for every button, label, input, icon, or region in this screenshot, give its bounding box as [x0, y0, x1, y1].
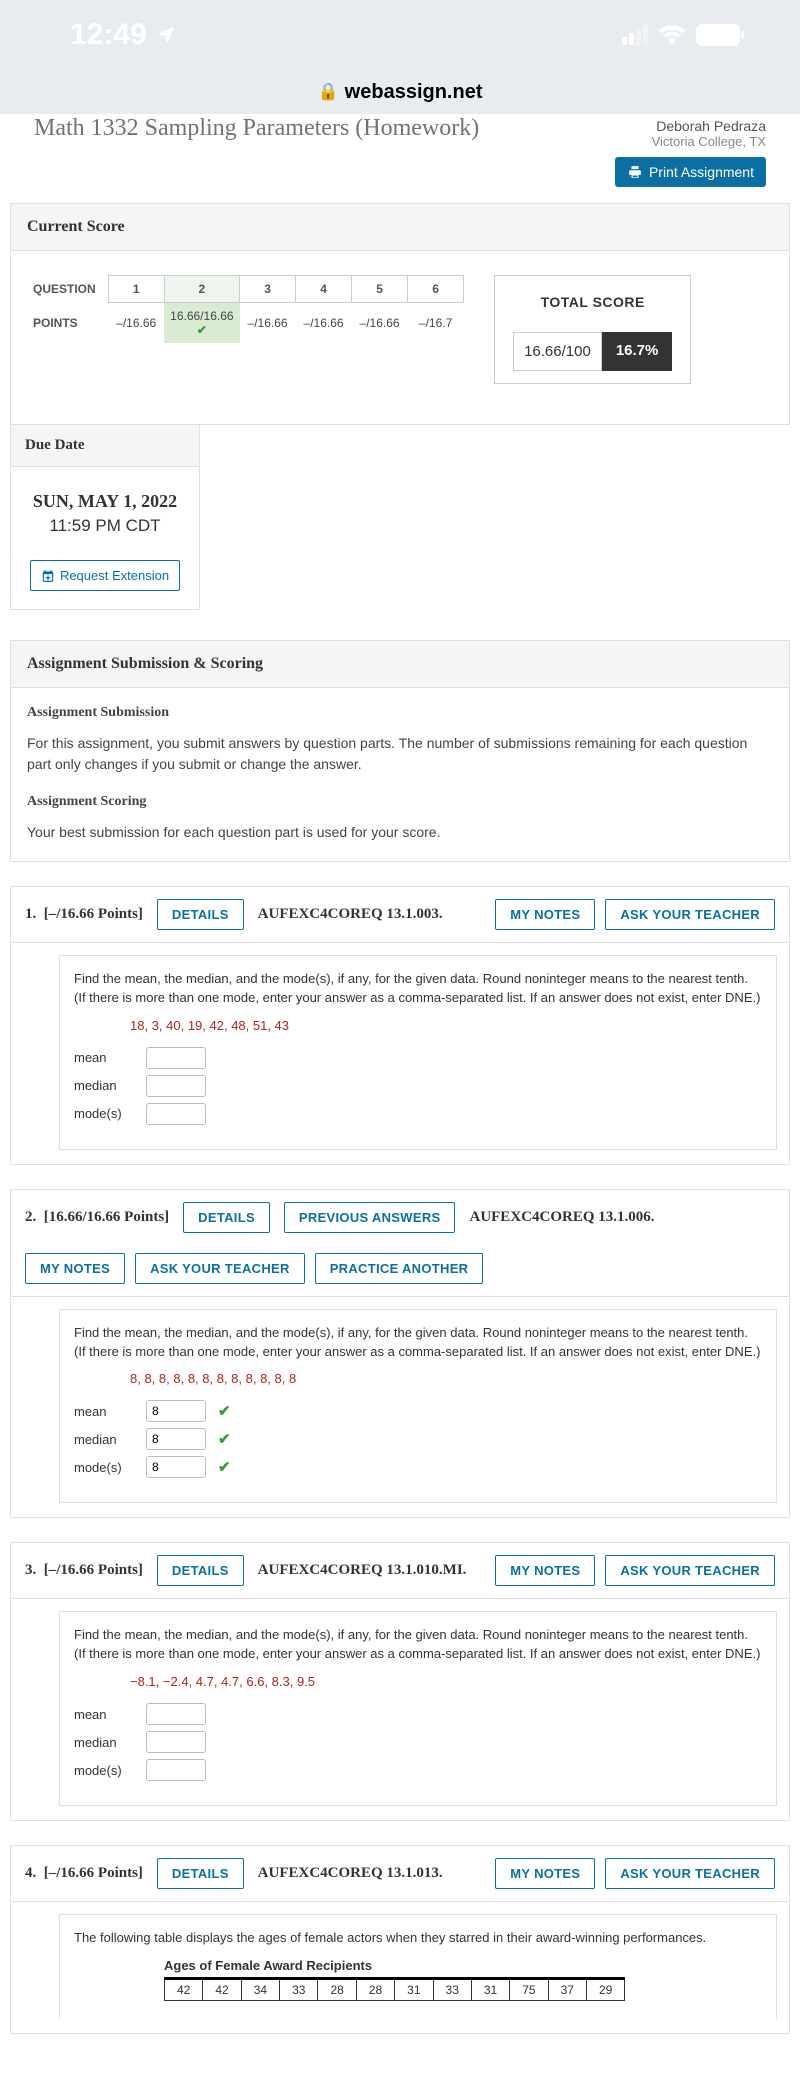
question-tab-1[interactable]: 1: [108, 276, 164, 303]
q2-data: 8, 8, 8, 8, 8, 8, 8, 8, 8, 8, 8, 8: [130, 1371, 762, 1386]
q3-mean-input[interactable]: [146, 1703, 206, 1725]
request-extension-button[interactable]: Request Extension: [30, 560, 180, 591]
print-assignment-button[interactable]: Print Assignment: [615, 157, 766, 187]
question-2: 2. [16.66/16.66 Points] DETAILS PREVIOUS…: [10, 1189, 790, 1519]
q1-details-button[interactable]: DETAILS: [157, 899, 244, 930]
q2-practice-button[interactable]: PRACTICE ANOTHER: [315, 1253, 484, 1284]
q1-data: 18, 3, 40, 19, 42, 48, 51, 43: [130, 1018, 762, 1033]
check-icon: ✔: [218, 1430, 231, 1448]
q3-median-input[interactable]: [146, 1731, 206, 1753]
q2-mean-input[interactable]: [146, 1400, 206, 1422]
question-tab-4[interactable]: 4: [296, 276, 352, 303]
wifi-icon: [658, 25, 686, 45]
question-1: 1. [–/16.66 Points] DETAILS AUFEXC4COREQ…: [10, 886, 790, 1165]
question-3: 3. [–/16.66 Points] DETAILS AUFEXC4COREQ…: [10, 1542, 790, 1821]
current-score-title: Current Score: [11, 204, 789, 251]
lock-icon: 🔒: [318, 82, 339, 102]
q1-notes-button[interactable]: MY NOTES: [495, 899, 595, 930]
q2-details-button[interactable]: DETAILS: [183, 1202, 270, 1233]
due-date: SUN, MAY 1, 2022: [25, 491, 185, 512]
scoring-p2: Your best submission for each question p…: [27, 822, 773, 843]
q2-modes-input[interactable]: [146, 1456, 206, 1478]
q3-notes-button[interactable]: MY NOTES: [495, 1555, 595, 1586]
question-tab-6[interactable]: 6: [408, 276, 464, 303]
status-icons: [622, 24, 740, 46]
battery-icon: [696, 24, 740, 46]
q3-ask-button[interactable]: ASK YOUR TEACHER: [605, 1555, 775, 1586]
q2-ask-button[interactable]: ASK YOUR TEACHER: [135, 1253, 305, 1284]
q4-ask-button[interactable]: ASK YOUR TEACHER: [605, 1858, 775, 1889]
user-info: Deborah Pedraza Victoria College, TX: [652, 118, 766, 149]
question-tab-2[interactable]: 2: [164, 276, 239, 303]
submission-panel: Assignment Submission & Scoring Assignme…: [10, 640, 790, 862]
q2-notes-button[interactable]: MY NOTES: [25, 1253, 125, 1284]
q1-mean-input[interactable]: [146, 1047, 206, 1069]
q4-reference: AUFEXC4COREQ 13.1.013.: [258, 1865, 443, 1882]
due-time: 11:59 PM CDT: [25, 516, 185, 536]
ios-status-bar: 12:49: [0, 0, 800, 70]
q4-details-button[interactable]: DETAILS: [157, 1858, 244, 1889]
q3-modes-input[interactable]: [146, 1759, 206, 1781]
location-icon: [155, 24, 177, 46]
total-percent: 16.7%: [602, 332, 673, 371]
q2-median-input[interactable]: [146, 1428, 206, 1450]
submission-p1: For this assignment, you submit answers …: [27, 733, 773, 775]
q4-age-table: 424234 332828 313331 753729: [164, 1977, 625, 2001]
q2-reference: AUFEXC4COREQ 13.1.006.: [469, 1209, 654, 1226]
submission-h1: Assignment Submission: [27, 702, 773, 723]
q4-instructions: The following table displays the ages of…: [74, 1929, 762, 1948]
scoring-h2: Assignment Scoring: [27, 791, 773, 812]
q4-table-title: Ages of Female Award Recipients: [164, 1958, 762, 1973]
q1-reference: AUFEXC4COREQ 13.1.003.: [258, 906, 443, 923]
q1-median-input[interactable]: [146, 1075, 206, 1097]
score-table: QUESTION 1 2 3 4 5 6 POINTS –/16.66 16.6…: [27, 275, 464, 343]
q3-instructions: Find the mean, the median, and the mode(…: [74, 1626, 762, 1664]
assignment-title: Math 1332 Sampling Parameters (Homework): [34, 115, 479, 142]
current-score-panel: Current Score QUESTION 1 2 3 4 5 6 POINT…: [10, 203, 790, 425]
total-score-box: TOTAL SCORE 16.66/100 16.7%: [494, 275, 691, 384]
browser-url-bar[interactable]: 🔒 webassign.net: [0, 70, 800, 114]
check-icon: ✔: [218, 1458, 231, 1476]
submission-title: Assignment Submission & Scoring: [11, 641, 789, 688]
signal-icon: [622, 25, 648, 45]
print-icon: [627, 165, 643, 179]
url-text: webassign.net: [345, 81, 483, 104]
due-date-panel: Due Date SUN, MAY 1, 2022 11:59 PM CDT R…: [10, 425, 200, 610]
q3-data: −8.1, −2.4, 4.7, 4.7, 6.6, 8.3, 9.5: [130, 1674, 762, 1689]
q3-details-button[interactable]: DETAILS: [157, 1555, 244, 1586]
question-4: 4. [–/16.66 Points] DETAILS AUFEXC4COREQ…: [10, 1845, 790, 2034]
calendar-plus-icon: [41, 569, 55, 583]
q1-instructions: Find the mean, the median, and the mode(…: [74, 970, 762, 1008]
q3-reference: AUFEXC4COREQ 13.1.010.MI.: [258, 1562, 467, 1579]
q1-ask-button[interactable]: ASK YOUR TEACHER: [605, 899, 775, 930]
q2-previous-button[interactable]: PREVIOUS ANSWERS: [284, 1202, 456, 1233]
q1-modes-input[interactable]: [146, 1103, 206, 1125]
question-tab-5[interactable]: 5: [352, 276, 408, 303]
total-fraction: 16.66/100: [513, 332, 602, 371]
q4-notes-button[interactable]: MY NOTES: [495, 1858, 595, 1889]
check-icon: ✔: [218, 1402, 231, 1420]
status-time: 12:49: [70, 18, 177, 52]
due-date-title: Due Date: [11, 425, 199, 467]
question-tab-3[interactable]: 3: [240, 276, 296, 303]
q2-instructions: Find the mean, the median, and the mode(…: [74, 1324, 762, 1362]
